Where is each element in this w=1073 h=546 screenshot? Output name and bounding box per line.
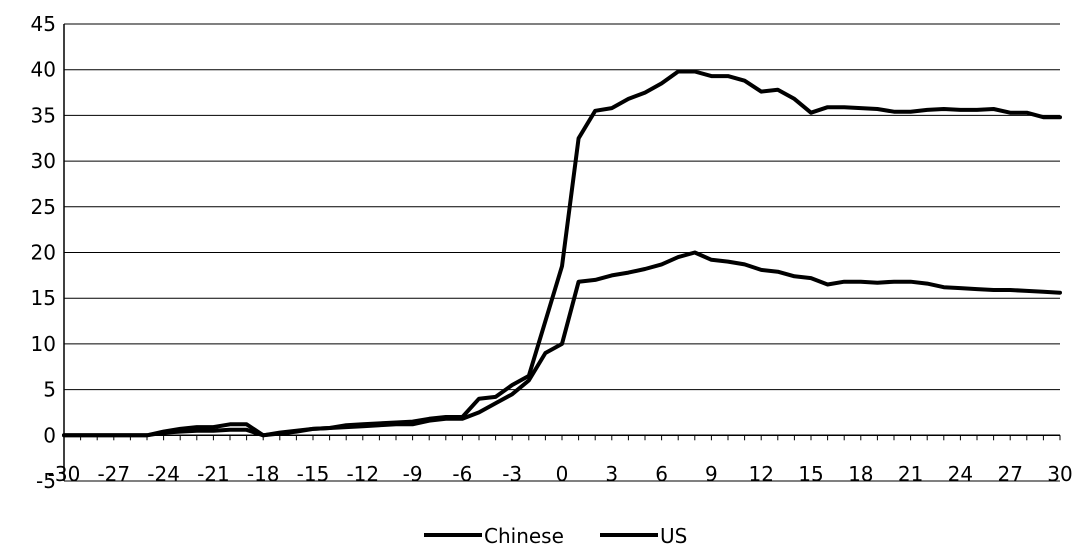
series-line-us	[62, 69, 1062, 438]
legend: Chinese US	[424, 524, 687, 546]
x-tick-label: -21	[197, 462, 230, 486]
x-tick-label: 6	[655, 462, 668, 486]
x-tick-label: -15	[297, 462, 330, 486]
x-tick-label: 21	[898, 462, 923, 486]
x-tick-label: -12	[346, 462, 379, 486]
x-tick-label: 27	[997, 462, 1022, 486]
x-tick-label: -27	[97, 462, 130, 486]
y-tick-label: 25	[31, 195, 56, 219]
y-tick-label: 10	[31, 332, 56, 356]
x-tick-labels: -30 -27 -24 -21 -18 -15 -12 -9 -6 -3 0 3 6 9 12 15 18 21 2…	[48, 462, 1073, 486]
x-tick-label: 9	[705, 462, 718, 486]
legend-label-us: US	[660, 524, 687, 546]
x-tick-label: -24	[147, 462, 180, 486]
x-tick-label: 30	[1047, 462, 1072, 486]
series-line-chinese	[62, 250, 1062, 438]
y-tick-label: 5	[43, 378, 56, 402]
x-tick-label: 24	[948, 462, 973, 486]
series-lines	[62, 69, 1062, 438]
y-tick-label: -5	[36, 469, 56, 493]
y-tick-label: 40	[31, 58, 56, 82]
x-tick-label: -18	[247, 462, 280, 486]
y-tick-label: 35	[31, 103, 56, 127]
y-tick-label: 20	[31, 241, 56, 265]
x-tick-label: 18	[848, 462, 873, 486]
x-tick-label: 15	[798, 462, 823, 486]
y-tick-labels: -5 0 5 10 15 20 25 30 35 40 45	[31, 12, 56, 493]
axes	[63, 24, 1061, 481]
x-tick-label: -30	[48, 462, 81, 486]
x-tick-label: -3	[502, 462, 522, 486]
y-tick-label: 45	[31, 12, 56, 36]
y-tick-label: 15	[31, 286, 56, 310]
x-tick-label: 0	[556, 462, 569, 486]
legend-label-chinese: Chinese	[484, 524, 564, 546]
y-tick-label: 0	[43, 423, 56, 447]
x-tick-label: -9	[403, 462, 423, 486]
x-tick-label: 12	[748, 462, 773, 486]
x-tick-label: -6	[452, 462, 472, 486]
y-tick-label: 30	[31, 149, 56, 173]
x-tick-label: 3	[605, 462, 618, 486]
